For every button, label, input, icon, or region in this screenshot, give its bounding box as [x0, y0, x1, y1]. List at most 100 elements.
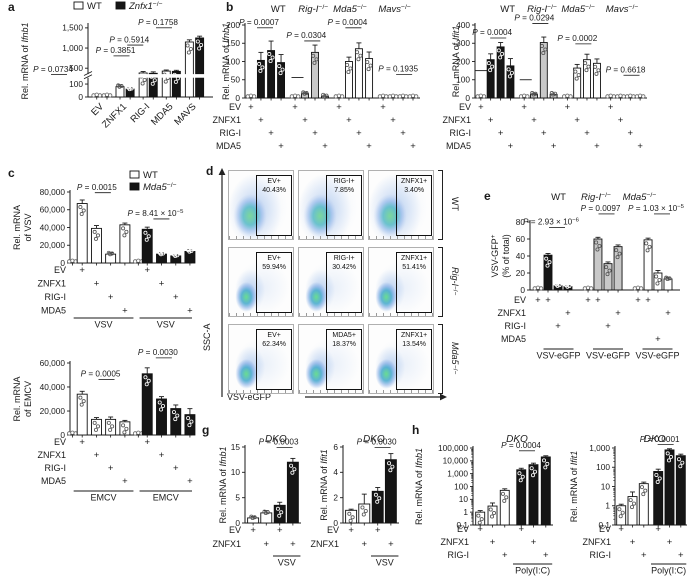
svg-text:+: + — [551, 141, 557, 152]
svg-text:Rel. mRNA: Rel. mRNA — [12, 376, 22, 421]
svg-text:500: 500 — [69, 63, 83, 73]
svg-text:+: + — [637, 141, 643, 152]
svg-text:+: + — [410, 141, 416, 152]
svg-text:100: 100 — [596, 462, 610, 472]
genotype-bracket — [438, 247, 443, 317]
svg-text:Mda5−/−: Mda5−/− — [143, 182, 177, 193]
svg-text:+: + — [94, 279, 100, 290]
svg-text:Mda5−/−: Mda5−/− — [623, 192, 657, 203]
svg-text:+: + — [159, 279, 165, 290]
gate-region: EV+ 62.34% — [255, 329, 293, 391]
svg-text:+: + — [667, 537, 673, 548]
svg-text:ZNFX1: ZNFX1 — [37, 450, 66, 460]
gate-label: MDA5+ 18.37% — [332, 332, 357, 348]
svg-text:ZNFX1: ZNFX1 — [442, 115, 471, 125]
svg-text:80: 80 — [516, 217, 526, 227]
svg-text:2: 2 — [333, 492, 338, 502]
density-cloud — [299, 248, 363, 316]
gate-region: EV+ 59.94% — [255, 252, 293, 314]
gate-region: ZNFX1+ 13.54% — [395, 329, 433, 391]
svg-text:Rel. mRNA of Ifit1: Rel. mRNA of Ifit1 — [569, 451, 579, 523]
gate-label: RIG-I+ 7.85% — [333, 178, 355, 194]
svg-text:+: + — [79, 437, 85, 448]
svg-text:+: + — [665, 308, 671, 319]
svg-text:RIG-I: RIG-I — [505, 321, 527, 331]
svg-text:10: 10 — [231, 467, 241, 477]
svg-text:+: + — [187, 476, 193, 487]
svg-text:+: + — [635, 295, 641, 306]
svg-text:P = 0.0097: P = 0.0097 — [581, 204, 621, 213]
panel-h-ifit1-bar-chart: 0.1 1 10 100 1,000 P = 0.0001 DKO EV + + ZNFX1 + + RI… — [565, 430, 693, 582]
svg-text:RIG-I: RIG-I — [220, 128, 242, 138]
svg-text:P = 2.93 × 10−6: P = 2.93 × 10−6 — [523, 218, 580, 227]
genotype-row-label: Mda5 −/− — [450, 342, 460, 374]
density-cloud — [369, 171, 433, 239]
svg-text:+: + — [250, 525, 256, 536]
svg-text:VSV-eGFP: VSV-eGFP — [536, 351, 580, 361]
density-cloud — [369, 325, 433, 393]
svg-text:1: 1 — [463, 507, 468, 517]
svg-text:(% of total): (% of total) — [501, 234, 511, 278]
svg-text:+: + — [541, 128, 547, 139]
svg-text:Rel. mRNA of Ifnb1: Rel. mRNA of Ifnb1 — [414, 448, 424, 525]
panel-letter-g: g — [202, 423, 210, 437]
svg-text:Rig-I−/−: Rig-I−/− — [527, 4, 557, 15]
svg-text:VSV: VSV — [95, 320, 113, 330]
right-arrow-icon — [440, 393, 447, 401]
svg-text:P = 0.0003: P = 0.0003 — [259, 438, 299, 447]
svg-text:+: + — [356, 128, 362, 139]
svg-text:+: + — [292, 102, 298, 113]
svg-text:0: 0 — [78, 92, 83, 102]
svg-text:1,500: 1,500 — [62, 23, 83, 33]
svg-text:+: + — [595, 295, 601, 306]
svg-text:VSV-GFP+: VSV-GFP+ — [490, 234, 500, 277]
svg-text:+: + — [585, 295, 591, 306]
svg-text:+: + — [641, 550, 647, 561]
svg-text:+: + — [478, 102, 484, 113]
svg-text:EV: EV — [89, 101, 106, 118]
svg-text:+: + — [678, 550, 684, 561]
svg-text:40: 40 — [516, 251, 526, 261]
svg-text:+: + — [628, 128, 634, 139]
flow-plot-2-3: ZNFX1+ 51.41% — [368, 247, 434, 317]
flow-plot-3-3: ZNFX1+ 13.54% — [368, 324, 434, 394]
svg-text:P = 0.0007: P = 0.0007 — [239, 18, 279, 27]
svg-text:Rel. mRNA of Ifnb1: Rel. mRNA of Ifnb1 — [218, 446, 228, 523]
svg-text:+: + — [615, 308, 621, 319]
svg-text:+: + — [248, 102, 254, 113]
svg-text:+: + — [518, 524, 524, 535]
gate-region: MDA5+ 18.37% — [325, 329, 363, 391]
svg-text:DKO: DKO — [363, 434, 385, 445]
svg-text:EV: EV — [459, 102, 471, 112]
svg-text:ZNFX1: ZNFX1 — [212, 115, 241, 125]
genotype-row-label: Rig-I −/− — [450, 266, 460, 296]
svg-text:20,000: 20,000 — [40, 240, 66, 250]
svg-text:0: 0 — [235, 518, 240, 528]
svg-text:P = 0.0734: P = 0.0734 — [33, 65, 73, 74]
flow-plot-1-1: EV+ 40.43% — [228, 170, 294, 240]
flow-x-axis-label: VSV-eGFP — [227, 392, 272, 402]
svg-text:+: + — [263, 539, 269, 550]
svg-text:200: 200 — [226, 20, 240, 30]
svg-text:+: + — [366, 141, 372, 152]
svg-text:10,000: 10,000 — [443, 456, 469, 466]
svg-text:EMCV: EMCV — [91, 493, 117, 503]
svg-text:ZNFX1: ZNFX1 — [310, 539, 339, 549]
svg-text:+: + — [531, 115, 537, 126]
svg-text:+: + — [498, 128, 504, 139]
panel-b-ifnb1-bar-chart: 0 50 100 150 200 P = 0.0007 P = 0.0304 P = 0.00… — [205, 0, 435, 163]
svg-text:P = 0.6618: P = 0.6618 — [606, 65, 646, 74]
density-cloud — [229, 171, 293, 239]
svg-text:+: + — [555, 321, 561, 332]
svg-text:1,000: 1,000 — [62, 43, 83, 53]
svg-text:VSV: VSV — [278, 558, 296, 568]
svg-text:P = 0.0004: P = 0.0004 — [501, 441, 541, 450]
svg-text:DKO: DKO — [506, 434, 528, 445]
svg-text:+: + — [312, 128, 318, 139]
svg-text:+: + — [390, 115, 396, 126]
svg-text:Rel. mRNA: Rel. mRNA — [12, 205, 22, 250]
flow-plot-1-3: ZNFX1+ 3.40% — [368, 170, 434, 240]
svg-text:VSV: VSV — [376, 558, 394, 568]
panel-c-vsv-bar-chart: 0 20,000 40,000 60,000 80,000 P = 0.0015 P = 8… — [8, 170, 208, 343]
axis-ticks — [369, 313, 433, 316]
